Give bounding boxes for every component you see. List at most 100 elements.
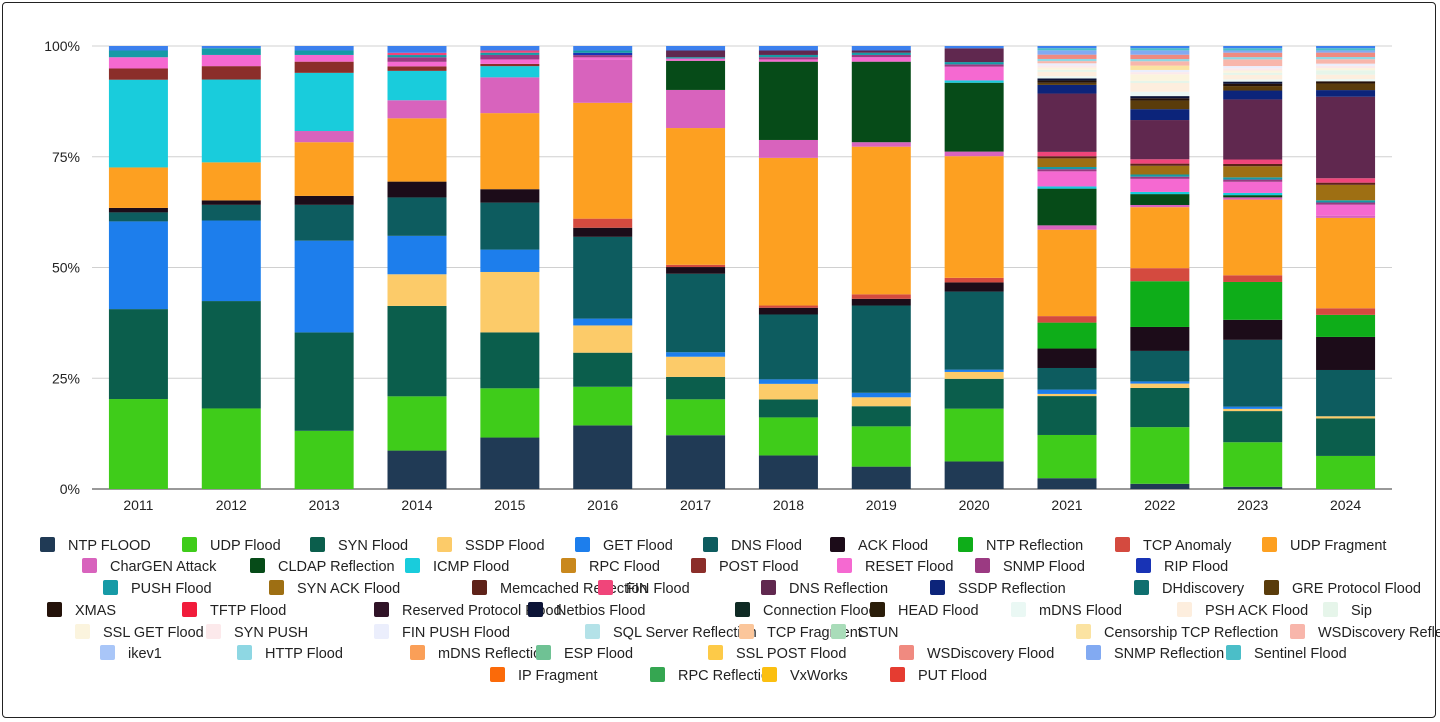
bar-segment xyxy=(1223,442,1283,487)
bar-segment xyxy=(1037,434,1097,479)
bar-segment xyxy=(387,66,447,71)
legend-swatch xyxy=(1290,624,1305,639)
legend-item: SSL POST Flood xyxy=(708,645,846,662)
bar-segment xyxy=(573,352,633,387)
bar-segment xyxy=(1223,281,1283,320)
bar-segment xyxy=(1223,275,1283,282)
legend-label: ikev1 xyxy=(128,646,162,662)
bar-segment xyxy=(1316,52,1376,58)
bar-segment xyxy=(851,52,911,55)
legend-label: Censorship TCP Reflection xyxy=(1104,625,1278,641)
bar-segment xyxy=(758,61,818,140)
bar-segment xyxy=(1037,78,1097,81)
bar-segment xyxy=(1223,486,1283,489)
legend-item: CharGEN Attack xyxy=(82,558,217,575)
bar-segment xyxy=(480,332,540,389)
bar-segment xyxy=(1130,69,1190,73)
legend-label: Sip xyxy=(1351,603,1372,619)
bar-segment xyxy=(108,46,168,51)
x-tick-label: 2024 xyxy=(1330,497,1361,513)
bar-segment xyxy=(108,309,168,400)
bar-segment xyxy=(1130,72,1190,75)
legend-swatch xyxy=(561,558,576,573)
bar-segment xyxy=(387,274,447,306)
legend-swatch xyxy=(958,537,973,552)
bar-segment xyxy=(1130,46,1190,49)
bar-segment xyxy=(944,46,1004,49)
bar-segment xyxy=(1223,59,1283,67)
legend-item: Connection Flood xyxy=(735,602,877,619)
legend-swatch xyxy=(1262,537,1277,552)
bar-segment xyxy=(1130,281,1190,327)
legend-swatch xyxy=(82,558,97,573)
bar-segment xyxy=(108,212,168,222)
bar-segment xyxy=(294,332,354,431)
legend-swatch xyxy=(930,580,945,595)
bar-segment xyxy=(944,156,1004,278)
legend-label: SSDP Reflection xyxy=(958,581,1066,597)
legend: NTP FLOOD UDP Flood SYN Flood SSDP Flood GET… xyxy=(40,537,1440,684)
bar-segment xyxy=(1130,350,1190,382)
bar-segment xyxy=(480,50,540,53)
x-tick-label: 2022 xyxy=(1144,497,1175,513)
legend-swatch xyxy=(237,645,252,660)
bar-segment xyxy=(480,46,540,51)
bar-segment xyxy=(573,425,633,489)
legend-label: STUN xyxy=(859,625,898,641)
bar-segment xyxy=(1037,69,1097,72)
bar-segment xyxy=(201,66,261,80)
bar-segment xyxy=(108,68,168,80)
x-tick-label: 2020 xyxy=(959,497,990,513)
legend-label: SYN PUSH xyxy=(234,625,308,641)
bar-segment xyxy=(1037,65,1097,68)
legend-label: SQL Server Reflection xyxy=(613,625,757,641)
legend-item: SYN ACK Flood xyxy=(269,580,400,597)
legend-swatch xyxy=(831,624,846,639)
legend-item: UDP Flood xyxy=(182,537,281,554)
legend-item: HEAD Flood xyxy=(870,602,979,619)
bar-segment xyxy=(1037,63,1097,66)
bar-segment xyxy=(201,301,261,409)
bar-segment xyxy=(1037,67,1097,70)
bar-segment xyxy=(1037,58,1097,62)
legend-label: FIN Flood xyxy=(626,581,690,597)
legend-label: UDP Flood xyxy=(210,538,281,554)
bar-segment xyxy=(1316,182,1376,185)
legend-item: mDNS Flood xyxy=(1011,602,1122,619)
legend-swatch xyxy=(735,602,750,617)
bar-segment xyxy=(1223,74,1283,80)
bar-segment xyxy=(758,59,818,62)
bar-segment xyxy=(1316,418,1376,456)
bar-segment xyxy=(1316,63,1376,66)
bar-segment xyxy=(1130,80,1190,84)
bar-segment xyxy=(666,60,726,90)
bar-segment xyxy=(1037,46,1097,49)
legend-item: CLDAP Reflection xyxy=(250,558,395,575)
bar-segment xyxy=(944,291,1004,370)
x-tick-label: 2015 xyxy=(494,497,525,513)
legend-swatch xyxy=(890,667,905,682)
bar-segment xyxy=(1037,167,1097,170)
legend-swatch xyxy=(536,645,551,660)
legend-item: FIN PUSH Flood xyxy=(374,624,510,641)
legend-swatch xyxy=(830,537,845,552)
bar-stack-2014 xyxy=(387,46,447,489)
legend-swatch xyxy=(1011,602,1026,617)
x-tick-label: 2023 xyxy=(1237,497,1268,513)
bar-segment xyxy=(944,151,1004,157)
bar-segment xyxy=(480,113,540,190)
bar-segment xyxy=(758,139,818,158)
legend-item: Sip xyxy=(1323,602,1372,619)
bar-segment xyxy=(1130,268,1190,282)
bar-segment xyxy=(480,249,540,272)
bar-segment xyxy=(1316,184,1376,201)
bar-segment xyxy=(1037,156,1097,159)
bar-segment xyxy=(1223,192,1283,196)
legend-item: VxWorks xyxy=(762,667,848,684)
bar-segment xyxy=(1130,163,1190,166)
legend-item: TCP Anomaly xyxy=(1115,537,1232,554)
legend-item: GRE Protocol Flood xyxy=(1264,580,1421,597)
bar-segment xyxy=(1130,387,1190,428)
bar-segment xyxy=(1130,61,1190,66)
legend-item: RPC Reflection xyxy=(650,667,777,684)
